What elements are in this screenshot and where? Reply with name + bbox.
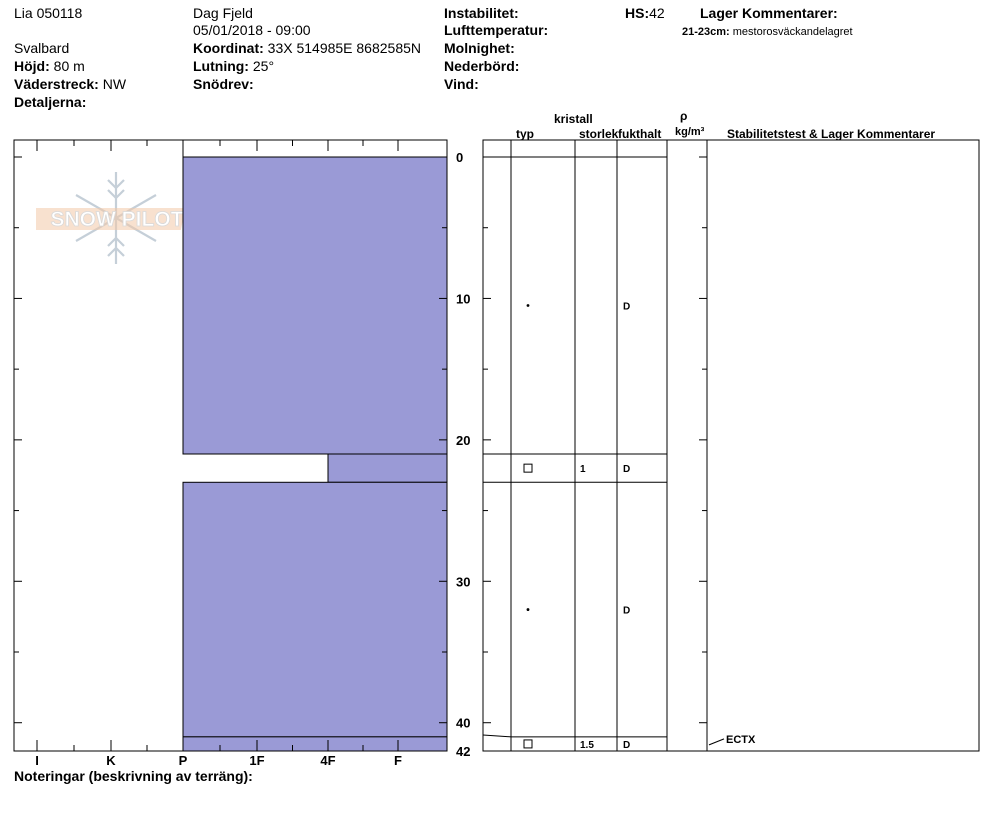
moisture-value: D xyxy=(623,464,630,475)
site-name: Lia 050118 xyxy=(14,5,83,21)
depth-tick-label: 20 xyxy=(456,433,470,448)
precipitation-label: Nederbörd: xyxy=(444,58,520,74)
grain-square-icon xyxy=(523,463,533,473)
hardness-layer-2 xyxy=(327,453,448,483)
grain-square-icon xyxy=(523,739,533,749)
hardness-tick-label: 4F xyxy=(320,753,335,768)
layer-comment: 21-23cm: mestorosväckandelagret xyxy=(682,24,853,40)
hardness-layer-4 xyxy=(182,736,448,752)
hs-label: HS: xyxy=(625,5,650,21)
details-label: Detaljerna: xyxy=(14,94,87,110)
grain-size-value: 1 xyxy=(580,464,586,475)
elevation-row: Höjd: 80 m xyxy=(14,58,85,74)
aspect-value: NW xyxy=(102,76,127,92)
coordinate-value: 33X 514985E 8682585N xyxy=(267,40,422,56)
hardness-tick-label: I xyxy=(35,753,39,768)
rho-header: ρ xyxy=(680,109,688,123)
density-unit-header: kg/m³ xyxy=(675,126,705,138)
hardness-profile-chart: I K P 1F 4F F 0 10 20 30 40 42 D 1 D D 1.5 D ECTX xyxy=(13,139,980,768)
instability-label: Instabilitet: xyxy=(444,5,519,21)
air-temperature-label: Lufttemperatur: xyxy=(444,22,549,38)
hs-value: 42 xyxy=(649,5,665,21)
hardness-layer-1 xyxy=(182,156,448,455)
hardness-layer-3 xyxy=(182,481,448,738)
layer-comment-text: mestorosväckandelagret xyxy=(732,26,853,38)
grain-dot-icon xyxy=(526,304,530,307)
coordinate-label: Koordinat: xyxy=(193,40,264,56)
layer-boundary-slant xyxy=(482,734,512,738)
snowdrift-label: Snödrev: xyxy=(193,76,254,92)
logo-text: SNOW PILOT xyxy=(51,208,184,231)
snow-pilot-logo: SNOW PILOT xyxy=(36,172,186,264)
stability-test-label: ECTX xyxy=(726,734,756,746)
test-marker-line xyxy=(708,738,725,746)
depth-tick-label: 42 xyxy=(456,744,470,759)
aspect-row: Väderstreck: NW xyxy=(14,76,126,92)
layer-comments-label: Lager Kommentarer: xyxy=(700,5,838,21)
type-header: typ xyxy=(516,127,534,141)
grain-dot-icon xyxy=(526,608,530,611)
hardness-tick-label: F xyxy=(394,753,402,768)
hardness-tick-label: K xyxy=(106,753,116,768)
depth-tick-label: 40 xyxy=(456,716,470,731)
hardness-tick-label: 1F xyxy=(249,753,264,768)
slope-row: Lutning: 25° xyxy=(193,58,274,74)
observation-datetime: 05/01/2018 - 09:00 xyxy=(193,22,311,38)
wind-label: Vind: xyxy=(444,76,479,92)
slope-value: 25° xyxy=(252,58,275,74)
snow-height: HS:42 xyxy=(625,5,665,21)
grain-size-value: 1.5 xyxy=(580,740,594,751)
stability-header: Stabilitetstest & Lager Kommentarer xyxy=(727,127,936,141)
aspect-label: Väderstreck: xyxy=(14,76,99,92)
coordinate-row: Koordinat: 33X 514985E 8682585N xyxy=(193,40,421,56)
slope-label: Lutning: xyxy=(193,58,249,74)
profile-frame xyxy=(13,139,448,752)
moisture-value: D xyxy=(623,740,630,751)
depth-tick-label: 30 xyxy=(456,574,470,589)
elevation-value: 80 m xyxy=(53,58,85,74)
moisture-value: D xyxy=(623,606,630,617)
elevation-label: Höjd: xyxy=(14,58,50,74)
cloud-cover-label: Molnighet: xyxy=(444,40,515,56)
region: Svalbard xyxy=(14,40,70,56)
moisture-header: fukthalt xyxy=(618,127,662,141)
moisture-value: D xyxy=(623,302,630,313)
depth-tick-label: 0 xyxy=(456,150,463,165)
table-frame xyxy=(482,139,980,752)
size-header: storlek xyxy=(579,127,619,141)
hardness-tick-label: P xyxy=(179,753,188,768)
observer-name: Dag Fjeld xyxy=(193,5,253,21)
terrain-notes-label: Noteringar (beskrivning av terräng): xyxy=(14,768,253,784)
layer-comment-range: 21-23cm: xyxy=(682,26,730,38)
crystal-header: kristall xyxy=(554,112,593,126)
depth-tick-label: 10 xyxy=(456,291,470,306)
